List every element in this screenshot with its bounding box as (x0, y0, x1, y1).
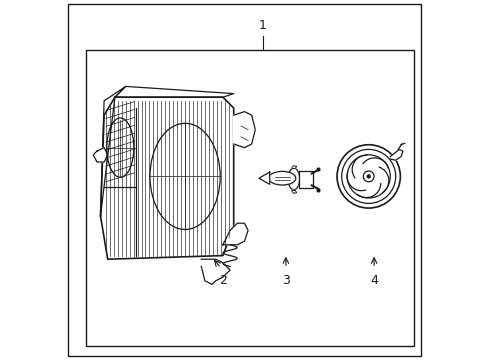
Polygon shape (291, 190, 296, 193)
Polygon shape (223, 223, 247, 245)
Polygon shape (258, 172, 269, 184)
Circle shape (346, 155, 389, 198)
Ellipse shape (268, 171, 295, 185)
Ellipse shape (287, 168, 299, 190)
Text: 1: 1 (258, 19, 266, 32)
Circle shape (363, 171, 373, 182)
Bar (86, 50, 413, 346)
Text: 4: 4 (369, 274, 377, 287)
Polygon shape (101, 97, 233, 259)
Polygon shape (201, 259, 230, 284)
Polygon shape (389, 149, 402, 160)
Polygon shape (291, 166, 296, 168)
Circle shape (336, 145, 400, 208)
Polygon shape (298, 171, 312, 188)
Text: 3: 3 (282, 274, 289, 287)
Polygon shape (115, 86, 233, 97)
Circle shape (341, 149, 395, 203)
Circle shape (366, 175, 370, 178)
Polygon shape (101, 86, 125, 216)
Text: 2: 2 (219, 274, 226, 287)
Polygon shape (93, 148, 107, 162)
Polygon shape (233, 112, 255, 148)
